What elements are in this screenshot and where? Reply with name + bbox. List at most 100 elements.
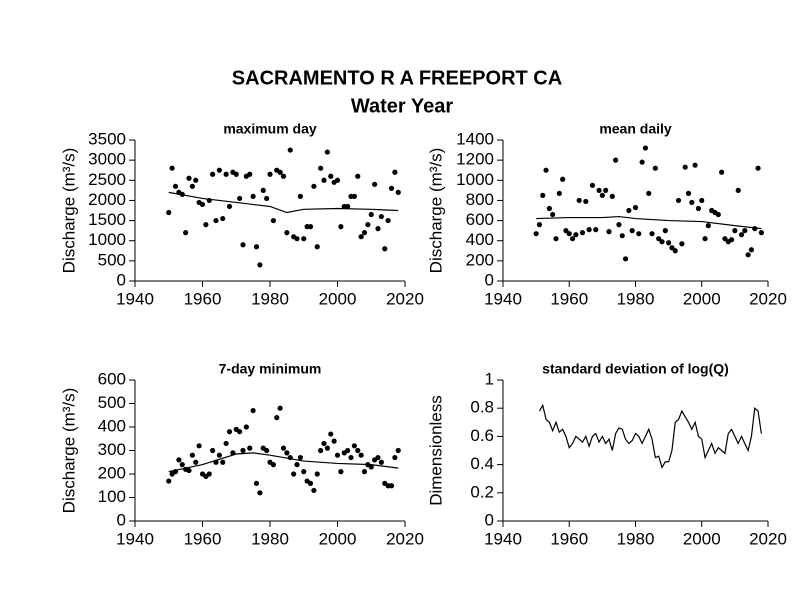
point xyxy=(361,469,368,475)
point xyxy=(576,197,582,204)
point xyxy=(382,246,388,252)
point xyxy=(702,236,708,242)
point xyxy=(589,182,596,188)
point xyxy=(176,457,182,463)
point xyxy=(375,454,381,461)
point xyxy=(264,447,270,454)
y-tick-label: 200 xyxy=(466,250,494,269)
y-tick-label: 1000 xyxy=(88,230,126,249)
x-tick-label: 1940 xyxy=(484,289,522,308)
x-tick-label: 1980 xyxy=(617,529,655,548)
y-tick-label: 2500 xyxy=(88,170,126,189)
x-tick-label: 2020 xyxy=(749,529,787,548)
point xyxy=(216,167,222,173)
y-axis-label: Discharge (m³/s) xyxy=(426,148,445,274)
point xyxy=(748,247,755,253)
point xyxy=(264,195,270,202)
point xyxy=(388,185,395,191)
smooth-line xyxy=(168,191,399,214)
point xyxy=(297,193,303,199)
x-tick-label: 2000 xyxy=(683,529,721,548)
y-tick-label: 1400 xyxy=(456,129,494,148)
y-tick-label: 600 xyxy=(466,210,494,229)
point xyxy=(606,229,612,235)
point xyxy=(609,193,615,199)
point xyxy=(699,197,705,204)
point xyxy=(735,187,741,193)
y-tick-label: 0.8 xyxy=(470,398,494,417)
y-tick-label: 400 xyxy=(466,230,494,249)
point xyxy=(388,483,395,489)
point xyxy=(301,469,307,475)
point xyxy=(193,459,199,465)
point xyxy=(669,245,675,251)
y-tick-label: 600 xyxy=(98,369,126,388)
point xyxy=(365,222,371,228)
point xyxy=(294,236,300,242)
point xyxy=(732,228,738,234)
point xyxy=(274,415,280,421)
point xyxy=(705,223,711,229)
point xyxy=(566,231,572,237)
point xyxy=(715,211,721,218)
x-tick-label: 2020 xyxy=(386,529,424,548)
point xyxy=(368,211,374,218)
point xyxy=(629,228,635,234)
point xyxy=(546,205,552,212)
point xyxy=(646,190,652,196)
point xyxy=(642,145,649,151)
point xyxy=(210,171,216,177)
point xyxy=(659,239,665,245)
point xyxy=(172,183,179,189)
point xyxy=(553,236,559,242)
y-tick-label: 1 xyxy=(485,369,494,388)
point xyxy=(267,171,273,177)
point xyxy=(186,467,192,474)
point xyxy=(226,429,233,435)
panel-title: maximum day xyxy=(223,121,317,137)
point xyxy=(328,173,334,179)
point xyxy=(257,262,263,268)
point xyxy=(563,228,569,234)
point xyxy=(679,241,685,247)
point xyxy=(662,228,668,234)
point xyxy=(378,459,384,465)
point xyxy=(755,165,761,171)
y-tick-label: 3000 xyxy=(88,150,126,169)
point xyxy=(297,454,303,461)
point xyxy=(250,193,256,199)
data-line xyxy=(538,403,762,469)
point xyxy=(758,230,764,236)
point xyxy=(287,147,293,153)
point xyxy=(672,248,678,254)
point xyxy=(270,462,276,468)
point xyxy=(311,487,317,494)
point xyxy=(284,450,290,456)
point xyxy=(277,169,283,175)
y-tick-label: 1500 xyxy=(88,210,126,229)
point xyxy=(321,440,327,447)
point xyxy=(257,490,263,496)
point xyxy=(237,429,243,435)
point xyxy=(307,224,314,230)
point xyxy=(649,231,655,237)
point xyxy=(675,197,682,204)
point xyxy=(324,445,330,451)
point xyxy=(556,190,562,196)
y-tick-label: 1200 xyxy=(456,150,494,169)
point xyxy=(385,217,391,224)
point xyxy=(189,183,195,189)
point xyxy=(294,462,300,468)
point xyxy=(321,177,327,183)
y-tick-label: 300 xyxy=(98,440,126,459)
point xyxy=(392,169,398,175)
point xyxy=(318,447,324,454)
point xyxy=(550,211,556,218)
x-tick-label: 1960 xyxy=(184,529,222,548)
x-tick-label: 2000 xyxy=(319,289,357,308)
point xyxy=(351,193,357,199)
point xyxy=(361,230,368,236)
point xyxy=(583,198,589,205)
point xyxy=(569,236,576,242)
point xyxy=(328,431,334,437)
